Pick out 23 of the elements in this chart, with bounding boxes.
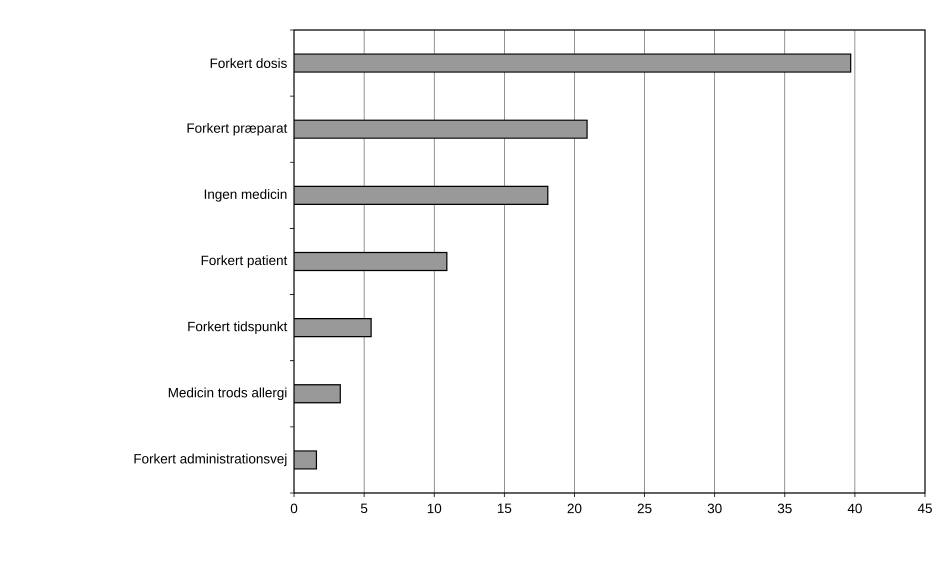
x-tick-label: 15 xyxy=(498,504,512,514)
x-tick-label: 30 xyxy=(708,504,722,514)
x-tick-label: 10 xyxy=(428,504,442,514)
x-tick-label: 25 xyxy=(638,504,652,514)
bar xyxy=(294,120,588,139)
y-tick-label: Medicin trods allergi xyxy=(168,388,286,400)
x-tick-label: 40 xyxy=(848,504,862,514)
bar xyxy=(294,318,372,338)
y-tick-label: Forkert præparat xyxy=(188,122,288,136)
y-tick-label: Forkert tidspunkt xyxy=(188,321,288,334)
bar xyxy=(294,450,318,470)
y-tick-label: Forkert patient xyxy=(202,255,288,268)
x-tick-label: 5 xyxy=(360,504,368,514)
bar xyxy=(294,252,448,272)
y-tick-label: Forkert dosis xyxy=(210,58,287,68)
x-tick-label: 45 xyxy=(918,504,932,514)
bar xyxy=(294,53,852,73)
bar xyxy=(294,186,548,205)
x-tick-label: 0 xyxy=(290,504,298,514)
y-tick-label: Forkert administrationsvej xyxy=(134,454,286,466)
x-tick-label: 20 xyxy=(568,504,582,514)
y-tick-label: Ingen medicin xyxy=(204,189,286,202)
x-tick-label: 35 xyxy=(778,504,792,514)
